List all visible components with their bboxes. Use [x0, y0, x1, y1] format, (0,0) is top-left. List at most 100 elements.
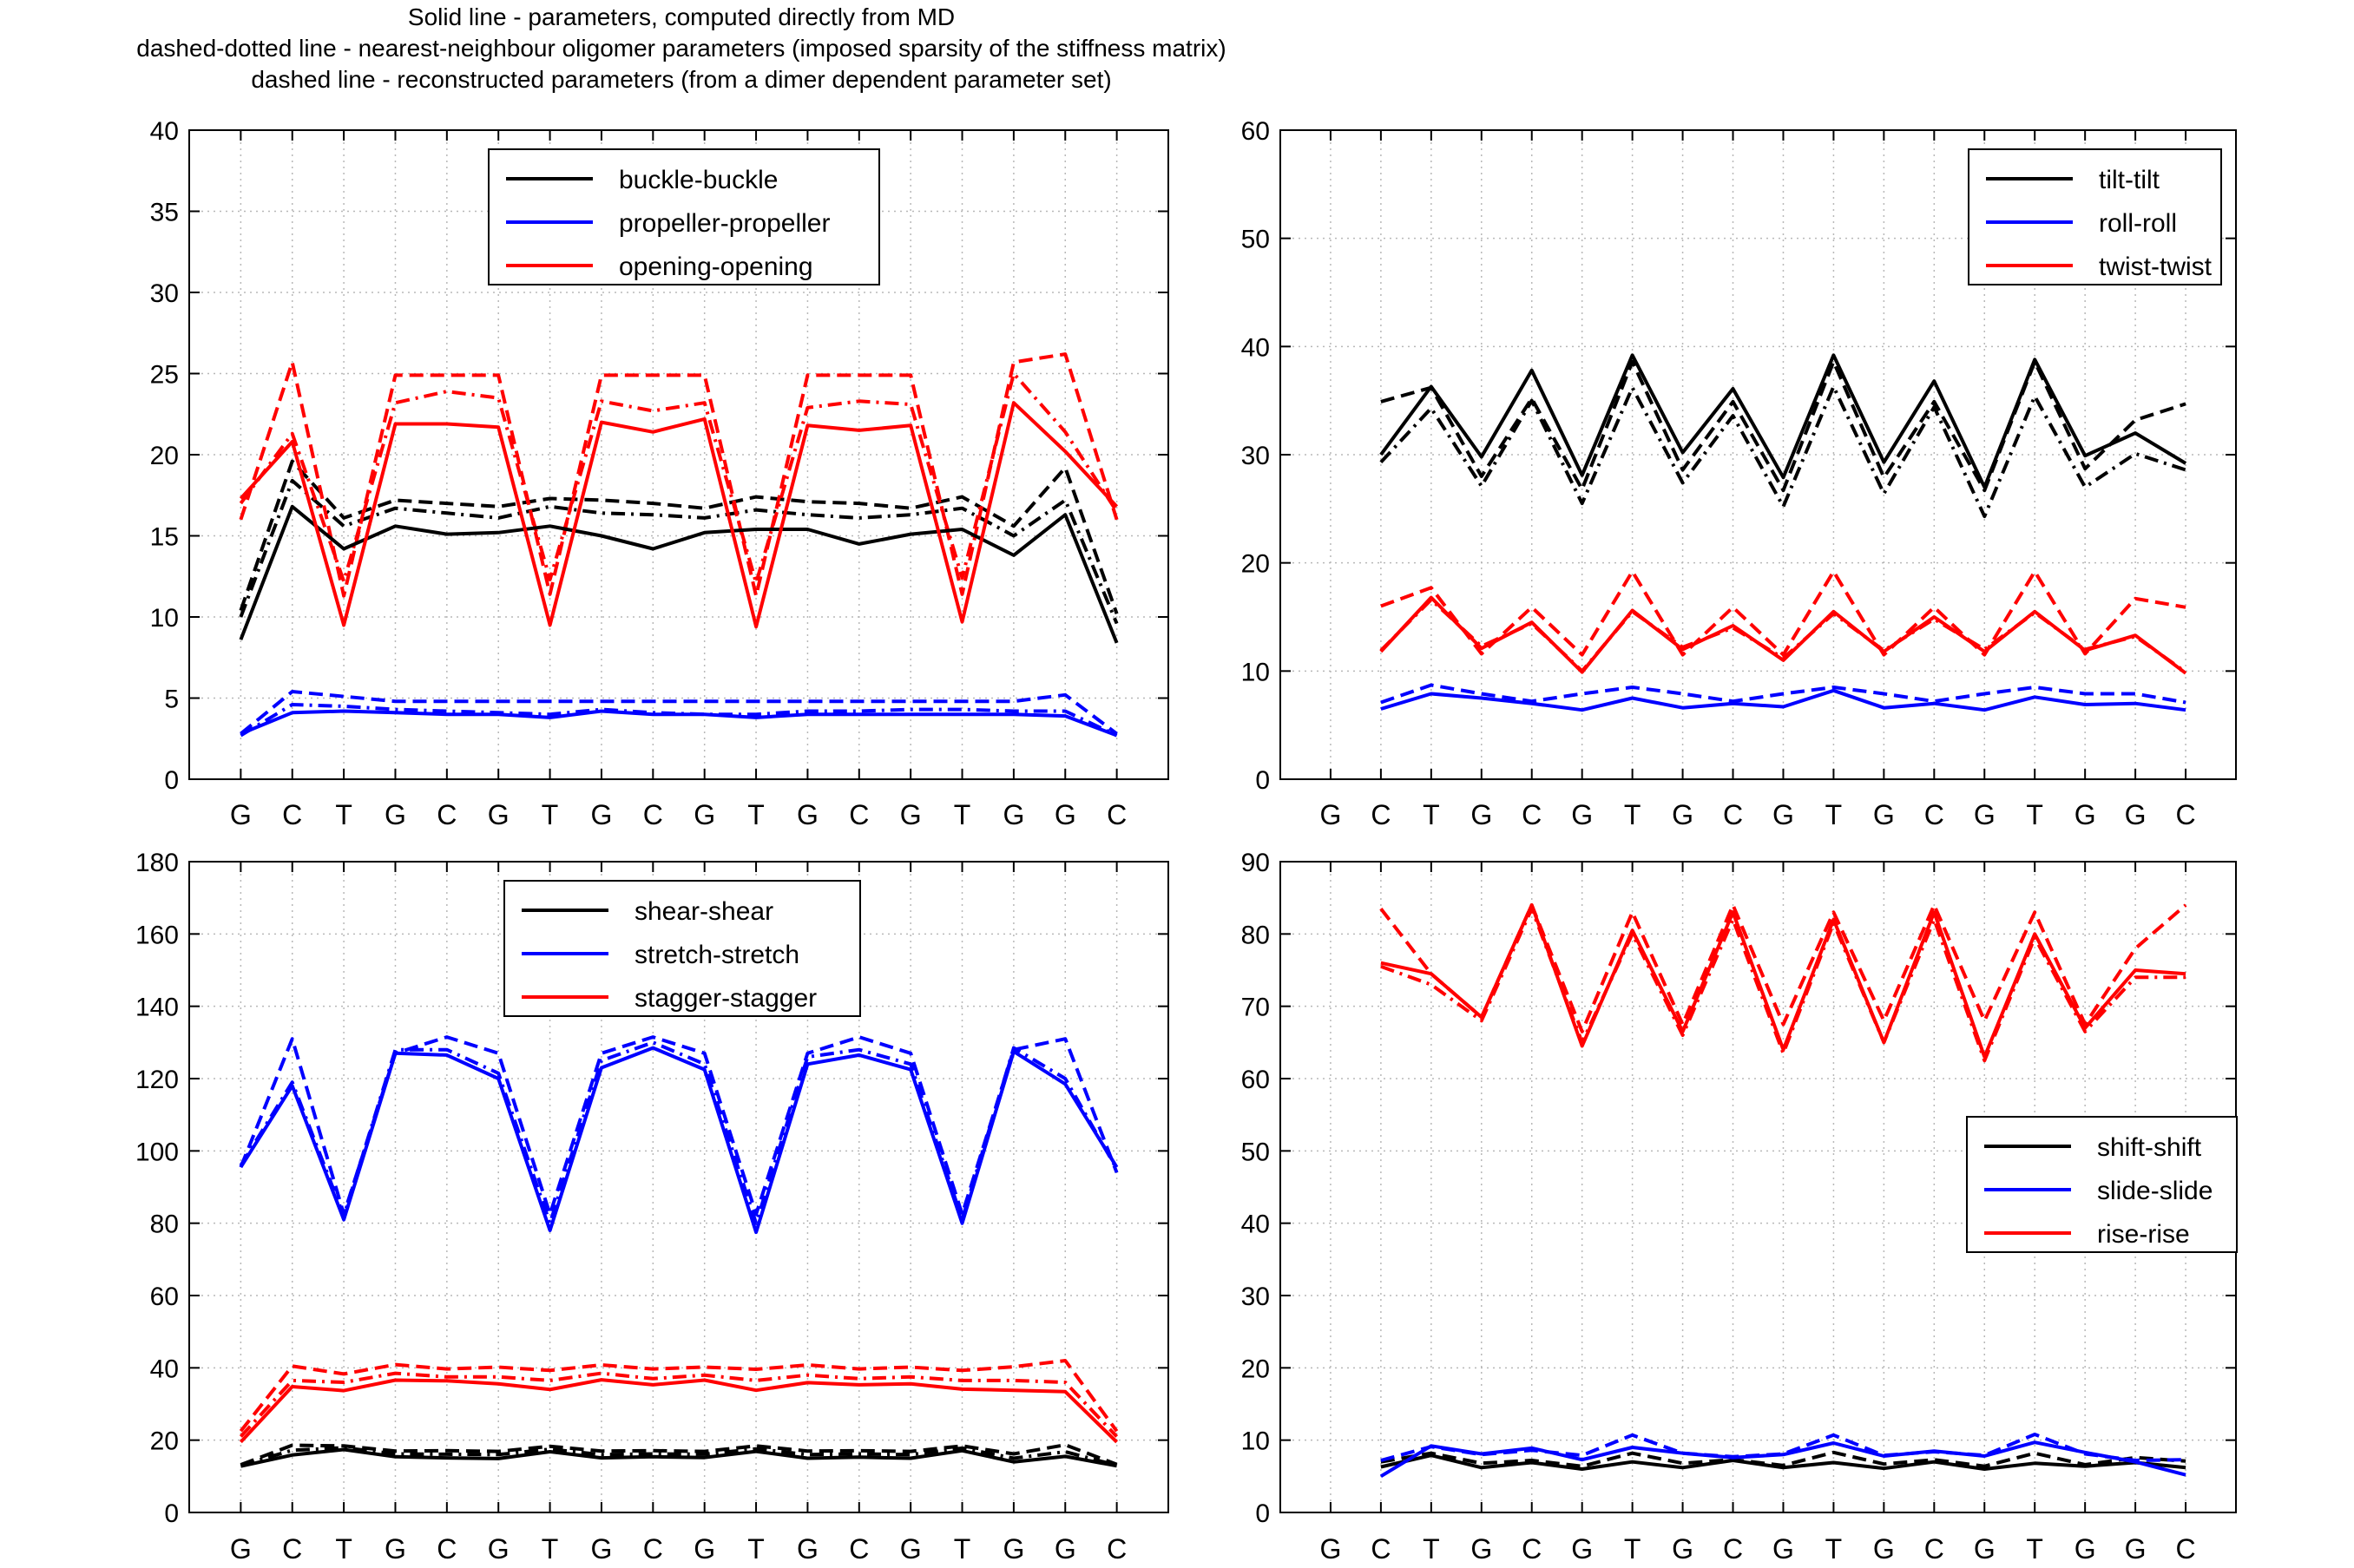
x-tick-label: C: [643, 1533, 663, 1565]
series-line-panel3-dashdot-2: [240, 1446, 1118, 1467]
y-tick-label: 30: [1241, 442, 1270, 470]
x-tick-label: G: [1320, 1533, 1342, 1565]
x-tick-label: G: [900, 799, 922, 830]
x-tick-label: G: [1003, 1533, 1024, 1565]
legend: tilt-tilt roll-roll twist-twist: [1968, 148, 2222, 285]
x-tick-label: C: [1723, 799, 1743, 830]
x-tick-label: C: [1522, 799, 1542, 830]
series-line-panel1-dashdot-5: [240, 703, 1118, 738]
legend-box: [1966, 1116, 2238, 1253]
x-tick-label: C: [1924, 1533, 1944, 1565]
x-tick-label: G: [591, 1533, 613, 1565]
y-tick-label: 25: [150, 361, 179, 390]
x-tick-label: G: [385, 1533, 406, 1565]
x-tick-label: G: [694, 799, 715, 830]
y-tick-label: 60: [150, 1283, 179, 1311]
x-tick-label: C: [2175, 799, 2195, 830]
x-tick-label: T: [335, 1533, 352, 1565]
series-line-propeller-propeller: [240, 709, 1118, 738]
x-tick-label: G: [230, 799, 252, 830]
series-line-panel2-dashed-1: [1380, 359, 2186, 493]
series-line-shift-shift: [1380, 1453, 2186, 1471]
y-tick-label: 60: [1241, 1066, 1270, 1094]
x-tick-label: G: [1055, 799, 1076, 830]
y-tick-label: 180: [135, 849, 179, 877]
x-tick-label: G: [1672, 799, 1693, 830]
series-line-slide-slide: [1379, 1440, 2186, 1479]
x-tick-label: C: [1723, 1533, 1743, 1565]
series-line-buckle-buckle: [239, 504, 1119, 644]
series-line-opening-opening: [239, 401, 1119, 629]
axes-frame: [188, 861, 1169, 1513]
series-line-tilt-tilt: [1379, 353, 2187, 489]
y-tick-label: 20: [1241, 1355, 1270, 1383]
y-tick-label: 50: [1241, 226, 1270, 254]
series-line-roll-roll: [1380, 688, 2186, 712]
x-tick-label: G: [2075, 1533, 2096, 1565]
x-tick-label: C: [1924, 799, 1944, 830]
y-tick-label: 40: [150, 1355, 179, 1383]
y-tick-label: 100: [135, 1138, 179, 1166]
series-line-panel4-dashed-1: [1380, 1450, 2186, 1468]
x-tick-label: C: [643, 799, 663, 830]
legend: shift-shift slide-slide rise-rise: [1966, 1116, 2238, 1253]
x-tick-label: G: [797, 799, 819, 830]
legend: shear-shear stretch-stretch stagger-stagge…: [503, 880, 861, 1017]
x-tick-label: G: [1772, 1533, 1794, 1565]
series-line-panel2-dashdot-2: [1379, 384, 2186, 519]
y-tick-label: 30: [150, 279, 179, 308]
x-tick-label: T: [1423, 799, 1440, 830]
x-tick-label: T: [2026, 799, 2043, 830]
y-tick-label: 80: [150, 1210, 179, 1239]
x-tick-label: C: [437, 799, 457, 830]
x-tick-label: G: [1055, 1533, 1076, 1565]
x-tick-label: G: [488, 1533, 510, 1565]
x-tick-label: C: [437, 1533, 457, 1565]
series-line-twist-twist: [1379, 595, 2187, 675]
x-tick-label: G: [1470, 1533, 1492, 1565]
y-tick-label: 160: [135, 921, 179, 949]
x-tick-label: C: [2175, 1533, 2195, 1565]
series-line-shear-shear: [240, 1447, 1117, 1468]
x-tick-label: C: [1107, 799, 1127, 830]
x-tick-label: T: [1825, 1533, 1843, 1565]
caption-dashed-line: dashed line - reconstructed parameters (…: [251, 66, 1112, 93]
x-tick-label: G: [1873, 1533, 1895, 1565]
x-tick-label: T: [542, 1533, 559, 1565]
y-tick-label: 20: [150, 1427, 179, 1456]
x-tick-label: C: [849, 799, 869, 830]
y-tick-label: 0: [164, 766, 179, 795]
y-tick-label: 140: [135, 994, 179, 1022]
x-tick-label: G: [900, 1533, 922, 1565]
series-line-panel1-dashed-1: [239, 459, 1119, 614]
series-line-stretch-stretch: [239, 1046, 1119, 1235]
x-tick-label: T: [954, 1533, 971, 1565]
caption-solid-line: Solid line - parameters, computed direct…: [407, 3, 956, 30]
series-line-panel1-dashdot-8: [239, 371, 1119, 585]
y-tick-label: 40: [1241, 1210, 1270, 1239]
x-tick-label: G: [1772, 799, 1794, 830]
x-tick-label: C: [849, 1533, 869, 1565]
x-tick-label: C: [1107, 1533, 1127, 1565]
legend-label: propeller-propeller: [619, 209, 830, 238]
x-tick-label: T: [747, 799, 765, 830]
x-tick-label: T: [747, 1533, 765, 1565]
x-tick-label: G: [2125, 1533, 2147, 1565]
y-tick-label: 90: [1241, 849, 1270, 877]
y-tick-label: 20: [150, 442, 179, 470]
x-tick-label: G: [1974, 799, 1996, 830]
y-tick-label: 15: [150, 523, 179, 552]
series-line-panel3-dashed-7: [239, 1359, 1119, 1433]
series-line-panel2-dashed-4: [1380, 683, 2186, 705]
x-tick-label: G: [797, 1533, 819, 1565]
legend-label: rise-rise: [2097, 1220, 2190, 1249]
x-tick-label: G: [1003, 799, 1024, 830]
series-line-panel2-dashed-6: [1380, 569, 2186, 657]
caption-dashdot-line: dashed-dotted line - nearest-neighbour o…: [136, 35, 1226, 62]
y-tick-label: 40: [1241, 333, 1270, 362]
y-tick-label: 70: [1241, 994, 1270, 1022]
x-tick-label: G: [1873, 799, 1895, 830]
